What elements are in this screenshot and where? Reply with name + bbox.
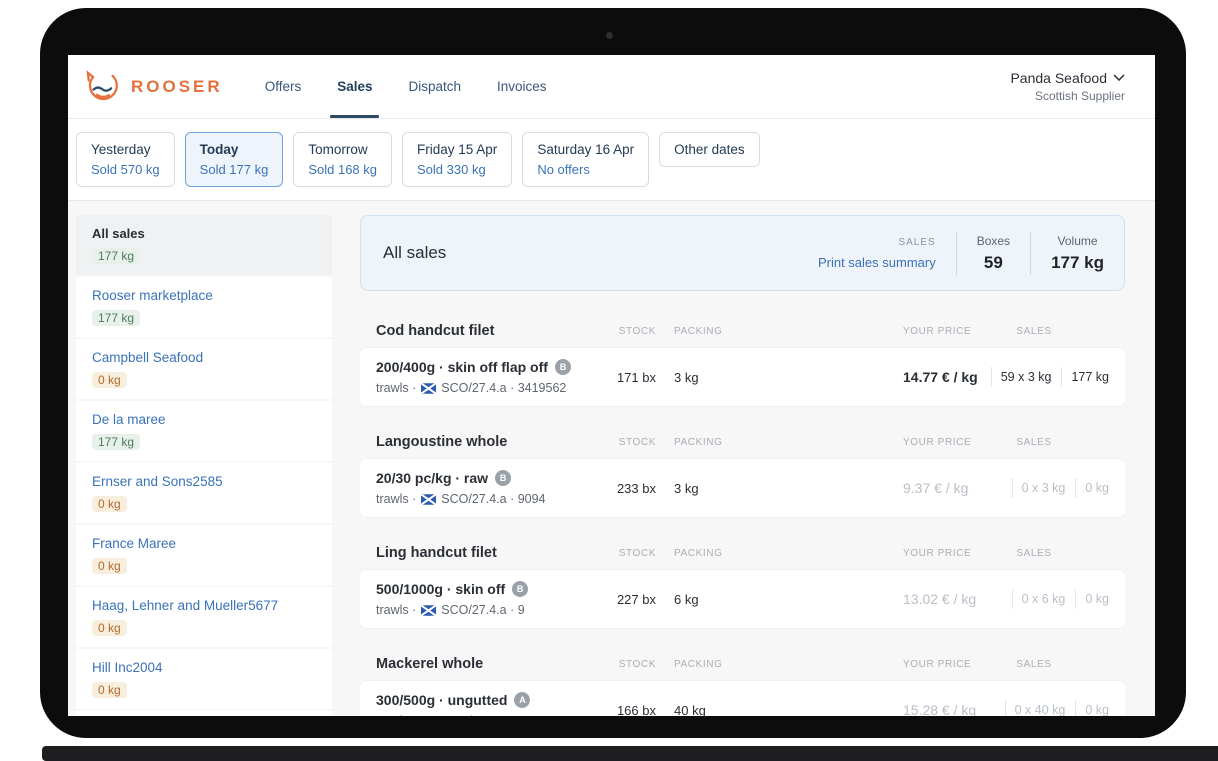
- tab-yesterday[interactable]: Yesterday Sold 570 kg: [76, 132, 175, 187]
- print-sales-summary-link[interactable]: Print sales summary: [817, 254, 936, 270]
- sidebar-item-campbell-seafood[interactable]: Campbell Seafood 0 kg: [76, 339, 332, 399]
- volume-badge: 0 kg: [92, 620, 127, 636]
- account-subtitle: Scottish Supplier: [1034, 89, 1125, 103]
- volume-badge: 177 kg: [92, 248, 141, 264]
- volume-value: 177 kg: [1051, 252, 1104, 272]
- product-group-ling: Ling handcut filet STOCK PACKING YOUR PR…: [360, 545, 1125, 628]
- price-cell: 15.28 € / kg: [903, 702, 977, 716]
- sidebar-item-hill-inc[interactable]: Hill Inc2004 0 kg: [76, 649, 332, 709]
- price-cell: 13.02 € / kg: [903, 591, 977, 607]
- volume-badge: 0 kg: [92, 558, 127, 574]
- grade-badge: B: [512, 581, 529, 597]
- scotland-flag-icon: [421, 604, 437, 616]
- packing-cell: 6 kg: [674, 591, 699, 607]
- stock-cell: 227 bx: [616, 591, 656, 607]
- group-title: Mackerel whole: [376, 656, 484, 672]
- tab-tomorrow[interactable]: Tomorrow Sold 168 kg: [293, 132, 393, 187]
- group-title: Cod handcut filet: [376, 323, 495, 339]
- laptop-base: [42, 746, 1218, 761]
- stock-cell: 171 bx: [616, 369, 656, 385]
- sales-cell: 0 x 40 kg 0 kg: [959, 700, 1109, 716]
- nav-item-invoices[interactable]: Invoices: [497, 79, 547, 94]
- sidebar-item-france-maree[interactable]: France Maree 0 kg: [76, 525, 332, 585]
- offer-title: 500/1000g · skin off: [376, 581, 506, 597]
- volume-badge: 177 kg: [92, 310, 141, 326]
- customer-sidebar: All sales 177 kg Rooser marketplace 177 …: [76, 215, 332, 716]
- group-title: Langoustine whole: [376, 434, 508, 450]
- offer-title: 200/400g · skin off flap off: [376, 359, 548, 375]
- scotland-flag-icon: [421, 715, 437, 716]
- account-name: Panda Seafood: [1010, 70, 1107, 86]
- sidebar-item-all-sales[interactable]: All sales 177 kg: [76, 215, 332, 275]
- grade-badge: A: [514, 692, 531, 708]
- offer-row-mackerel[interactable]: 300/500g · ungutted A trawls · SCO/27.4.…: [360, 681, 1125, 716]
- price-cell: 9.37 € / kg: [903, 480, 969, 496]
- volume-badge: 0 kg: [92, 682, 127, 698]
- packing-cell: 40 kg: [674, 702, 706, 717]
- app-header: ROOSER Offers Sales Dispatch Invoices Pa…: [68, 55, 1155, 119]
- brand-wordmark: ROOSER: [131, 76, 223, 96]
- webcam-dot: [606, 32, 613, 39]
- offer-title: 300/500g · ungutted: [376, 692, 508, 708]
- scotland-flag-icon: [421, 493, 437, 505]
- grade-badge: B: [495, 470, 512, 486]
- sales-caption: SALES: [898, 236, 936, 248]
- group-title: Ling handcut filet: [376, 545, 497, 561]
- stock-cell: 233 bx: [616, 480, 656, 496]
- offer-row-langoustine[interactable]: 20/30 pc/kg · raw B trawls · SCO/27.4.a …: [360, 459, 1125, 517]
- nav-item-offers[interactable]: Offers: [264, 79, 302, 94]
- grade-badge: B: [554, 359, 571, 375]
- sidebar-item-haag-lehner-mueller[interactable]: Haag, Lehner and Mueller5677 0 kg: [76, 587, 332, 647]
- volume-badge: 0 kg: [92, 496, 127, 512]
- product-group-mackerel: Mackerel whole STOCK PACKING YOUR PRICE …: [360, 656, 1125, 716]
- tab-friday-15-apr[interactable]: Friday 15 Apr Sold 330 kg: [402, 132, 513, 187]
- tab-saturday-16-apr[interactable]: Saturday 16 Apr No offers: [522, 132, 650, 187]
- offer-row-ling[interactable]: 500/1000g · skin off B trawls · SCO/27.4…: [360, 570, 1125, 628]
- volume-badge: 177 kg: [92, 434, 141, 450]
- sales-cell: 0 x 3 kg 0 kg: [959, 478, 1109, 498]
- main-nav: Offers Sales Dispatch Invoices: [265, 55, 547, 118]
- summary-title: All sales: [383, 243, 447, 262]
- price-cell: 14.77 € / kg: [903, 369, 978, 385]
- chevron-down-icon: [1113, 74, 1125, 82]
- account-menu[interactable]: Panda Seafood Scottish Supplier: [1010, 70, 1125, 103]
- product-group-cod: Cod handcut filet STOCK PACKING YOUR PRI…: [360, 323, 1125, 406]
- fish-logo-icon: [86, 69, 118, 100]
- sales-summary-card: All sales SALES Print sales summary Boxe…: [360, 215, 1125, 291]
- offer-row-cod[interactable]: 200/400g · skin off flap off B trawls · …: [360, 348, 1125, 406]
- laptop-frame: ROOSER Offers Sales Dispatch Invoices Pa…: [40, 8, 1186, 738]
- nav-item-dispatch[interactable]: Dispatch: [408, 79, 462, 94]
- tab-today[interactable]: Today Sold 177 kg: [184, 132, 284, 187]
- sales-main: All sales SALES Print sales summary Boxe…: [360, 215, 1125, 716]
- sales-cell: 0 x 6 kg 0 kg: [959, 589, 1109, 609]
- stock-cell: 166 bx: [616, 702, 656, 717]
- app-window: ROOSER Offers Sales Dispatch Invoices Pa…: [68, 55, 1155, 716]
- scotland-flag-icon: [421, 382, 437, 394]
- packing-cell: 3 kg: [674, 369, 699, 385]
- packing-cell: 3 kg: [674, 480, 699, 496]
- sidebar-item-hodkiewicz-and-sons[interactable]: Hodkiewicz and Sons3938 0 kg: [76, 711, 332, 716]
- content-area: All sales 177 kg Rooser marketplace 177 …: [68, 201, 1155, 716]
- offer-title: 20/30 pc/kg · raw: [376, 470, 489, 486]
- boxes-metric: Boxes 59: [955, 231, 1030, 275]
- sidebar-item-rooser-marketplace[interactable]: Rooser marketplace 177 kg: [76, 277, 332, 337]
- product-group-langoustine: Langoustine whole STOCK PACKING YOUR PRI…: [360, 434, 1125, 517]
- sales-cell: 59 x 3 kg 177 kg: [959, 367, 1109, 387]
- boxes-value: 59: [983, 252, 1003, 272]
- sidebar-item-ernser-and-sons[interactable]: Ernser and Sons2585 0 kg: [76, 463, 332, 523]
- sidebar-item-de-la-maree[interactable]: De la maree 177 kg: [76, 401, 332, 461]
- tab-other-dates[interactable]: Other dates: [659, 132, 760, 167]
- date-tabs: Yesterday Sold 570 kg Today Sold 177 kg …: [68, 119, 1155, 201]
- nav-item-sales[interactable]: Sales: [330, 55, 380, 118]
- volume-badge: 0 kg: [92, 372, 127, 388]
- volume-metric: Volume 177 kg: [1030, 231, 1124, 275]
- rooser-logo[interactable]: ROOSER: [84, 68, 223, 106]
